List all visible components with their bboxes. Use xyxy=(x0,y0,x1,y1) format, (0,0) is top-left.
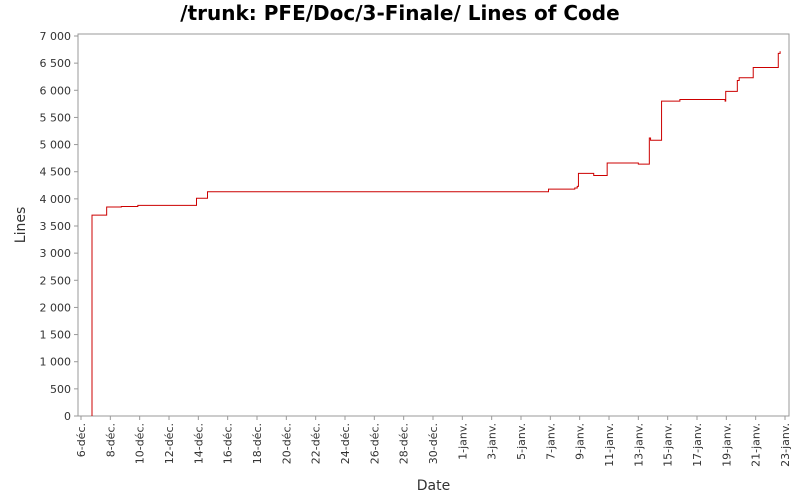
x-tick-label: 23-janv. xyxy=(779,423,792,467)
x-tick-label: 3-janv. xyxy=(486,423,499,460)
x-tick-label: 14-déc. xyxy=(192,423,205,464)
x-tick-label: 24-déc. xyxy=(339,423,352,464)
y-tick-label: 6 500 xyxy=(40,57,72,70)
y-axis-title: Lines xyxy=(13,207,29,243)
y-tick-label: 1 500 xyxy=(40,329,72,342)
y-tick-label: 4 000 xyxy=(40,193,72,206)
x-tick-label: 6-déc. xyxy=(75,423,88,457)
x-tick-label: 12-déc. xyxy=(163,423,176,464)
y-tick-label: 7 000 xyxy=(40,30,72,43)
x-tick-label: 22-déc. xyxy=(310,423,323,464)
y-tick-label: 6 000 xyxy=(40,84,72,97)
y-tick-label: 1 000 xyxy=(40,356,72,369)
x-tick-label: 15-janv. xyxy=(662,423,675,467)
y-tick-label: 500 xyxy=(50,383,71,396)
plot-area xyxy=(77,33,790,417)
series-line xyxy=(91,51,781,416)
y-tick-label: 3 500 xyxy=(40,220,72,233)
x-tick-label: 5-janv. xyxy=(515,423,528,460)
x-tick-label: 8-déc. xyxy=(104,423,117,457)
x-tick-label: 19-janv. xyxy=(720,423,733,467)
y-tick-label: 2 000 xyxy=(40,301,72,314)
series-layer xyxy=(91,51,781,416)
chart-title: /trunk: PFE/Doc/3-Finale/ Lines of Code xyxy=(180,1,619,25)
x-tick-label: 13-janv. xyxy=(632,423,645,467)
y-axis: 0 500 1 000 1 500 2 000 2 500 3 000 3 500 4 000 4… xyxy=(40,30,78,423)
y-tick-label: 3 000 xyxy=(40,247,72,260)
x-tick-label: 30-déc. xyxy=(427,423,440,464)
x-tick-label: 9-janv. xyxy=(574,423,587,460)
y-tick-label: 5 000 xyxy=(40,139,72,152)
x-tick-label: 26-déc. xyxy=(368,423,381,464)
x-tick-label: 7-janv. xyxy=(544,423,557,460)
y-tick-label: 4 500 xyxy=(40,166,72,179)
x-tick-label: 16-déc. xyxy=(222,423,235,464)
y-tick-label: 5 500 xyxy=(40,111,72,124)
x-axis: 6-déc. 8-déc. 10-déc. 12-déc. 14-déc. 16-déc.… xyxy=(75,416,792,467)
x-tick-label: 10-déc. xyxy=(134,423,147,464)
x-tick-label: 1-janv. xyxy=(456,423,469,460)
x-tick-label: 18-déc. xyxy=(251,423,264,464)
x-tick-label: 28-déc. xyxy=(398,423,411,464)
plot-border xyxy=(77,33,790,417)
x-axis-title: Date xyxy=(417,478,450,494)
x-tick-label: 11-janv. xyxy=(603,423,616,467)
y-tick-label: 0 xyxy=(64,410,71,423)
x-tick-label: 20-déc. xyxy=(280,423,293,464)
x-tick-label: 17-janv. xyxy=(691,423,704,467)
x-tick-label: 21-janv. xyxy=(750,423,763,467)
y-tick-label: 2 500 xyxy=(40,274,72,287)
